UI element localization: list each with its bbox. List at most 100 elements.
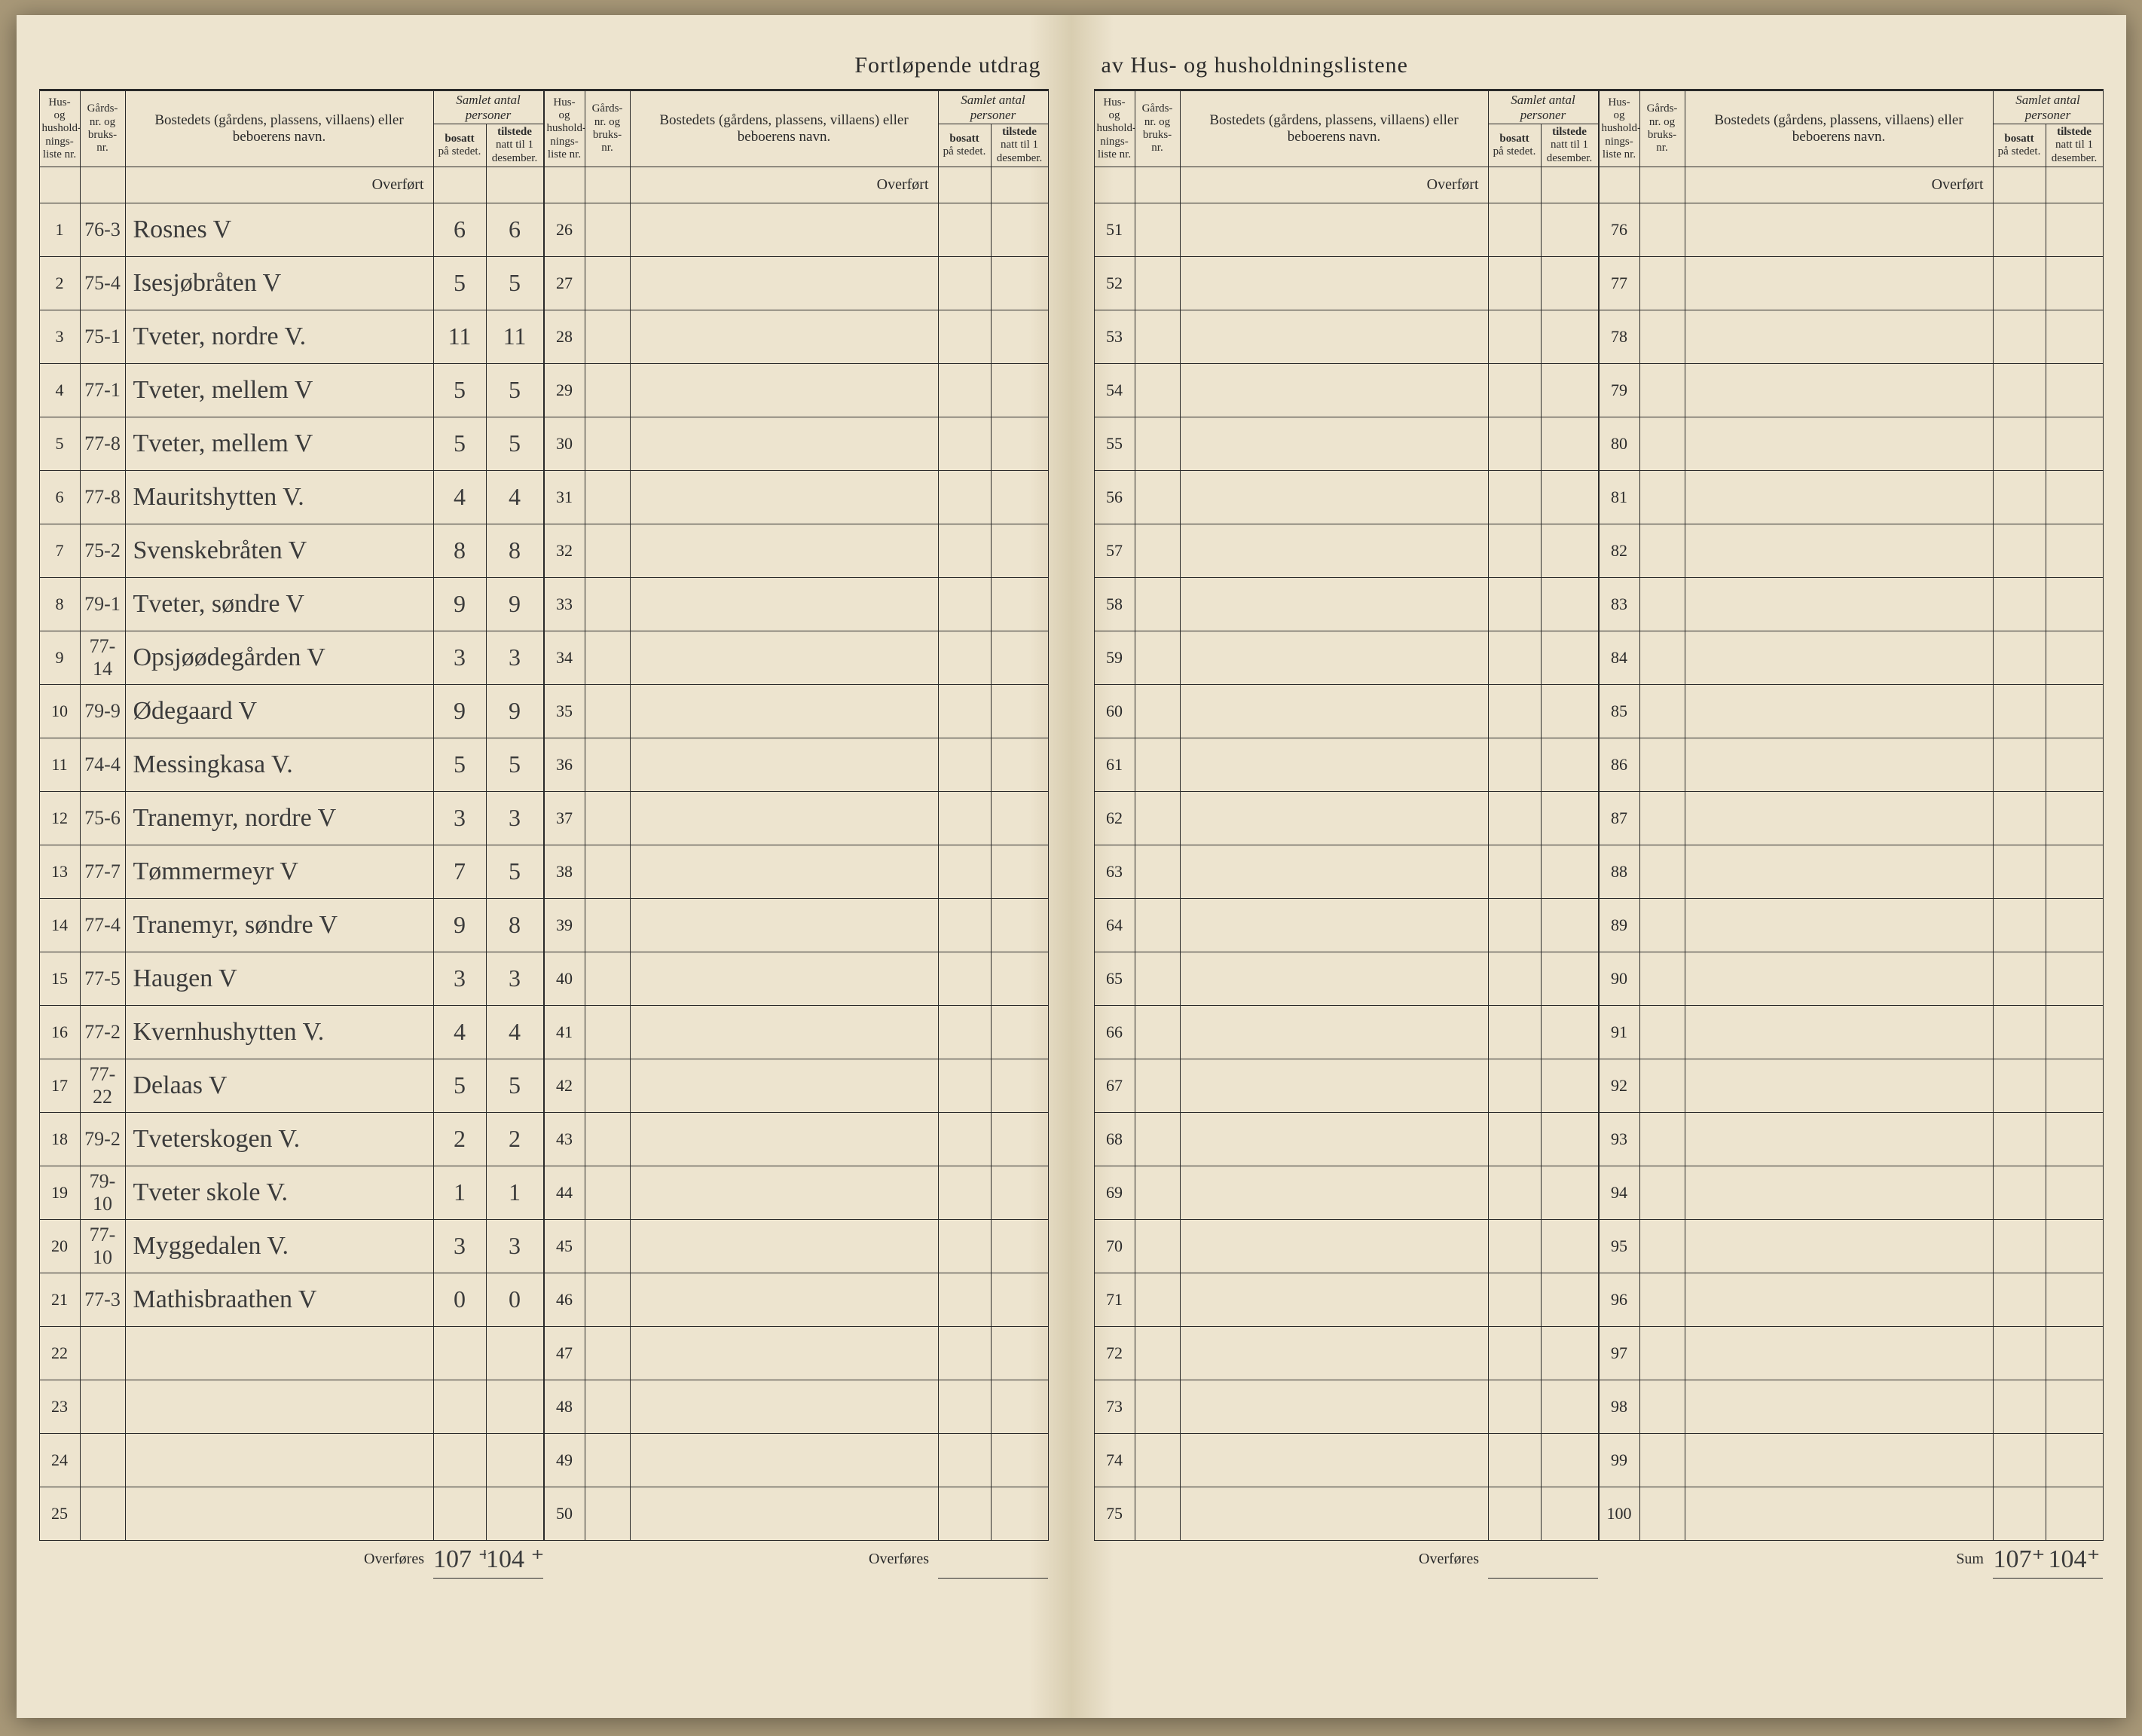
cell-tilstede — [991, 256, 1048, 310]
cell-bosted — [1180, 577, 1488, 631]
cell-gard — [585, 1273, 630, 1326]
cell-bosatt — [1993, 1273, 2046, 1326]
cell-bosted: Tranemyr, nordre V — [125, 791, 433, 845]
table-row: 56 — [1094, 470, 1598, 524]
overfort-label: Overført — [1685, 167, 1993, 203]
row-number: 37 — [544, 791, 585, 845]
cell-bosted — [630, 203, 938, 256]
cell-bosted — [125, 1380, 433, 1433]
table-row: 26 — [544, 203, 1048, 256]
cell-bosatt — [938, 684, 991, 738]
row-number: 38 — [544, 845, 585, 898]
cell-gard — [585, 470, 630, 524]
cell-tilstede — [2046, 256, 2103, 310]
cell-bosted — [1180, 1166, 1488, 1219]
cell-bosted — [1685, 363, 1993, 417]
table-row: 40 — [544, 952, 1048, 1005]
cell-bosted: Messingkasa V. — [125, 738, 433, 791]
cell-bosatt — [938, 1326, 991, 1380]
cell-tilstede — [2046, 1487, 2103, 1540]
cell-bosatt: 5 — [433, 417, 486, 470]
cell-bosatt — [1993, 470, 2046, 524]
footer-label: Sum — [1685, 1540, 1993, 1578]
panel-3: Hus- og hushold-nings-liste nr.Gårds-nr.… — [1094, 90, 1599, 1673]
cell-tilstede — [2046, 203, 2103, 256]
cell-bosted — [1180, 1273, 1488, 1326]
cell-tilstede — [2046, 1433, 2103, 1487]
table-row: 22 — [39, 1326, 543, 1380]
cell-gard — [585, 1219, 630, 1273]
table-row: 83 — [1599, 577, 2103, 631]
table-row: 67 — [1094, 1059, 1598, 1112]
cell-tilstede: 4 — [486, 1005, 543, 1059]
cell-bosatt: 3 — [433, 952, 486, 1005]
cell-bosted: Mathisbraathen V — [125, 1273, 433, 1326]
cell-bosted — [1685, 1487, 1993, 1540]
table-row: 775-2Svenskebråten V88 — [39, 524, 543, 577]
row-number: 49 — [544, 1433, 585, 1487]
row-number: 18 — [39, 1112, 80, 1166]
cell-gard — [1639, 1219, 1685, 1273]
ledger-table: Hus- og hushold-nings-liste nr.Gårds-nr.… — [1094, 90, 1599, 1579]
cell-gard — [1639, 256, 1685, 310]
cell-bosatt — [1993, 791, 2046, 845]
cell-gard — [1639, 470, 1685, 524]
cell-gard — [1135, 524, 1180, 577]
cell-bosted — [1685, 1433, 1993, 1487]
row-number: 62 — [1094, 791, 1135, 845]
table-row: 64 — [1094, 898, 1598, 952]
title-left: Fortløpende utdrag — [39, 53, 1049, 90]
row-number: 48 — [544, 1380, 585, 1433]
table-row: 75 — [1094, 1487, 1598, 1540]
table-row: 43 — [544, 1112, 1048, 1166]
footer-tilstede — [991, 1540, 1048, 1578]
cell-tilstede: 8 — [486, 524, 543, 577]
cell-bosted — [1685, 1273, 1993, 1326]
cell-bosted — [1685, 738, 1993, 791]
table-row: 1777-22Delaas V55 — [39, 1059, 543, 1112]
cell-tilstede — [1541, 1112, 1598, 1166]
cell-bosatt — [1488, 1273, 1541, 1326]
cell-gard — [585, 1380, 630, 1433]
cell-bosatt — [938, 470, 991, 524]
row-number: 74 — [1094, 1433, 1135, 1487]
row-number: 25 — [39, 1487, 80, 1540]
table-row: 30 — [544, 417, 1048, 470]
cell-gard — [1135, 1166, 1180, 1219]
cell-bosatt — [938, 791, 991, 845]
table-row: 42 — [544, 1059, 1048, 1112]
cell-gard — [1639, 524, 1685, 577]
hdr-bosatt: bosattpå stedet. — [433, 124, 486, 167]
table-row: 84 — [1599, 631, 2103, 684]
table-row: 89 — [1599, 898, 2103, 952]
cell-bosatt — [938, 1112, 991, 1166]
table-row: 61 — [1094, 738, 1598, 791]
cell-tilstede — [2046, 738, 2103, 791]
table-row: 63 — [1094, 845, 1598, 898]
row-number: 21 — [39, 1273, 80, 1326]
cell-tilstede — [1541, 791, 1598, 845]
cell-bosted — [630, 470, 938, 524]
cell-gard — [1639, 1326, 1685, 1380]
cell-bosted — [1180, 952, 1488, 1005]
table-row: 25 — [39, 1487, 543, 1540]
cell-bosted — [1685, 577, 1993, 631]
table-row: 477-1Tveter, mellem V55 — [39, 363, 543, 417]
cell-tilstede — [991, 791, 1048, 845]
cell-bosted — [630, 1273, 938, 1326]
table-row: 71 — [1094, 1273, 1598, 1326]
cell-gard — [585, 738, 630, 791]
row-number: 32 — [544, 524, 585, 577]
cell-tilstede: 4 — [486, 470, 543, 524]
cell-bosted — [1180, 631, 1488, 684]
cell-bosatt — [1993, 1166, 2046, 1219]
table-row: 36 — [544, 738, 1048, 791]
table-row: 88 — [1599, 845, 2103, 898]
table-row: 1577-5Haugen V33 — [39, 952, 543, 1005]
cell-bosted — [630, 791, 938, 845]
cell-tilstede — [1541, 898, 1598, 952]
cell-tilstede — [991, 845, 1048, 898]
page-right: av Hus- og husholdningslistene Hus- og h… — [1071, 15, 2126, 1718]
table-row: 46 — [544, 1273, 1048, 1326]
row-number: 44 — [544, 1166, 585, 1219]
